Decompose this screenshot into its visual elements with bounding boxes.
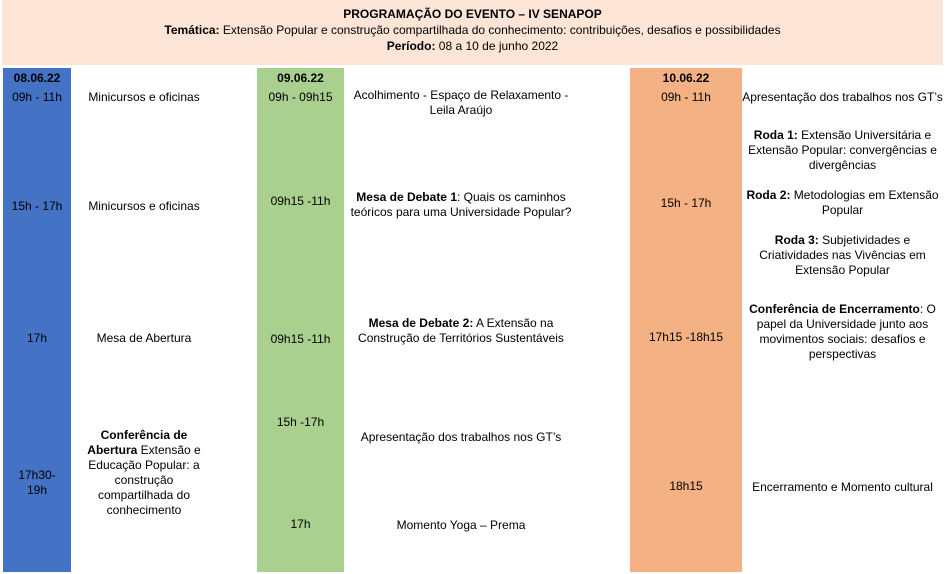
activity-cell: Roda 3: Subjetividades e Criatividades n… (759, 233, 926, 277)
activity-cell: Mesa de Debate 2: A Extensão na Construç… (358, 316, 564, 345)
day1-time-cell: 17h (26, 331, 48, 345)
day3-activities-column: Apresentação dos trabalhos nos GT’s Roda… (740, 68, 945, 572)
activity-cell: Encerramento e Momento cultural (752, 480, 933, 494)
activity-cell: Acolhimento - Espaço de Relaxamento - Le… (353, 88, 569, 117)
activity-cell: Mesa de Abertura (96, 331, 192, 345)
activity-cell: Conferência de Abertura Extensão e Educa… (87, 428, 201, 517)
day2-date-column: 09.06.22 09h - 09h15 09h15 -11h 09h15 -1… (257, 68, 344, 572)
activity-cell: Minicursos e oficinas (88, 199, 200, 213)
day3-date-column: 10.06.22 09h - 11h 15h - 17h 17h15 -18h1… (630, 68, 742, 572)
day2-time-cell: 09h - 09h15 (268, 90, 333, 104)
day2-date-cell: 09.06.22 (277, 71, 324, 85)
activity-cell: Conferência de Encerramento: O papel da … (749, 302, 936, 361)
day2-time-cell: 09h15 -11h (270, 194, 331, 208)
day3-date-cell: 10.06.22 (662, 71, 710, 85)
activity-cell: Mesa de Debate 1: Quais os caminhos teór… (350, 190, 572, 219)
day3-time-cell: 17h15 -18h15 (648, 330, 724, 344)
activity-cell: Apresentação dos trabalhos nos GT’s (742, 90, 943, 104)
day1-date-column: 08.06.22 09h - 11h 15h - 17h 17h 17h30- … (3, 68, 71, 572)
program-title: PROGRAMAÇÃO DO EVENTO – IV SENAPOP (343, 7, 602, 21)
theme-text: Extensão Popular e construção compartilh… (219, 23, 781, 37)
day3-time-cell: 18h15 (669, 479, 703, 493)
activity-cell: Apresentação dos trabalhos nos GT’s (360, 430, 562, 444)
day2-time-cell: 15h -17h (276, 415, 325, 429)
activity-cell: Roda 2: Metodologias em Extensão Popular (746, 188, 939, 217)
day1-activities-column: Minicursos e oficinas Minicursos e ofici… (71, 68, 217, 572)
activity-cell: Minicursos e oficinas (88, 90, 200, 104)
day1-time-cell: 17h30- 19h (18, 468, 56, 497)
day3-time-cell: 09h - 11h (661, 90, 711, 104)
period-text: 08 a 10 de junho 2022 (435, 39, 559, 53)
activity-cell: Momento Yoga – Prema (396, 518, 526, 532)
day1-time-cell: 09h - 11h (12, 90, 62, 104)
activity-cell: Roda 1: Extensão Universitária e Extensã… (748, 128, 937, 172)
day3-time-cell: 15h - 17h (660, 196, 712, 210)
period-label: Período: (386, 39, 436, 53)
day2-time-cell: 17h (290, 517, 311, 531)
program-period: Período: 08 a 10 de junho 2022 (2, 38, 943, 54)
day1-time-cell: 15h - 17h (11, 199, 63, 213)
day1-date-cell: 08.06.22 (13, 71, 61, 85)
program-theme: Temática: Extensão Popular e construção … (2, 22, 943, 38)
program-header: PROGRAMAÇÃO DO EVENTO – IV SENAPOP Temát… (2, 0, 943, 65)
day2-activities-column: Acolhimento - Espaço de Relaxamento - Le… (341, 68, 581, 572)
day2-time-cell: 09h15 -11h (270, 332, 331, 346)
theme-label: Temática: (164, 23, 220, 37)
